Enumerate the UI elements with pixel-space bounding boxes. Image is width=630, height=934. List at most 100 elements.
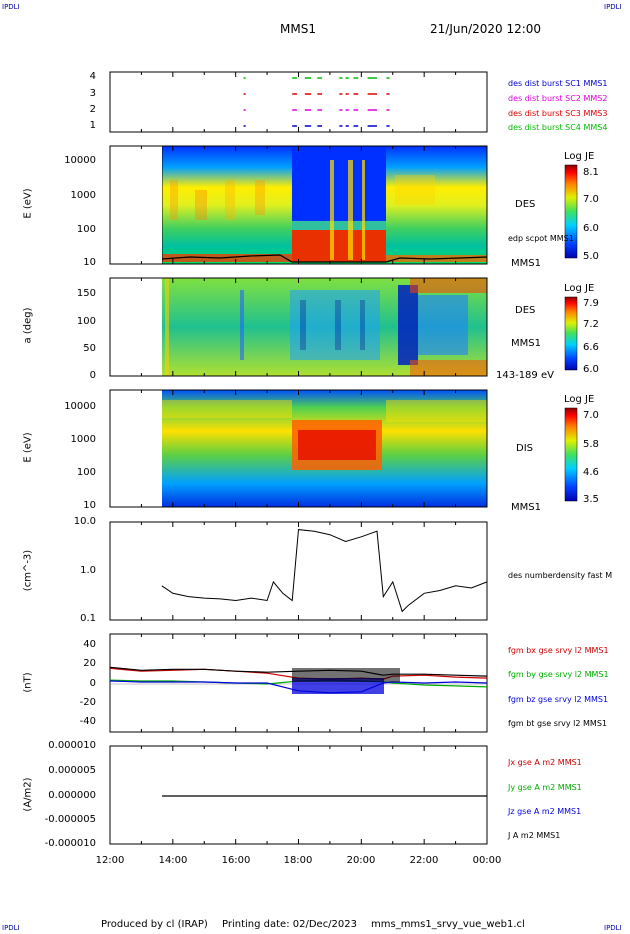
des-msh-upper	[292, 146, 386, 221]
j-ytick-1: 0.000005	[48, 765, 96, 776]
burst-label-mms3: des dist burst SC3 MMS3	[508, 109, 608, 118]
xtick-4: 20:00	[346, 855, 376, 866]
density-line	[161, 529, 488, 613]
dis-label: DIS	[516, 443, 533, 454]
pa-cb-tick-3: 6.0	[583, 364, 599, 375]
pa-ytick-0: 150	[76, 288, 96, 299]
des-msh-hot	[292, 230, 386, 262]
panel-dis-spectrogram	[109, 389, 488, 508]
panel-burst-frame	[109, 71, 488, 133]
dis-cb-tick-0: 7.0	[583, 410, 599, 421]
pa-energy-range: 143-189 eV	[496, 370, 554, 381]
density-label: des numberdensity fast M	[508, 571, 613, 580]
datetime-title: 21/Jun/2020 12:00	[430, 22, 542, 36]
density-ylabel: (cm^-3)	[22, 549, 34, 592]
des-cb-tick-1: 7.0	[583, 194, 599, 205]
b-label-by: fgm by gse srvy l2 MMS1	[508, 670, 609, 679]
b-label-bt: fgm bt gse srvy l2 MMS1	[508, 719, 607, 728]
j-ytick-3: -0.000005	[44, 814, 96, 825]
pa-mms1-label: MMS1	[511, 338, 541, 349]
corner-mark-top-left: IPDLI	[2, 3, 20, 11]
pa-ytick-3: 0	[89, 370, 96, 381]
j-ytick-2: 0.000000	[48, 790, 96, 801]
burst-ytick-4: 4	[89, 71, 96, 82]
x-ticks	[109, 72, 488, 844]
des-ytick-1: 1000	[70, 190, 96, 201]
pa-label: DES	[515, 305, 536, 316]
des-label: DES	[515, 199, 536, 210]
des-ylabel: E (eV)	[22, 188, 34, 219]
b-label-bz: fgm bz gse srvy l2 MMS1	[508, 695, 609, 704]
xtick-0: 12:00	[95, 855, 125, 866]
des-ytick-0: 10000	[64, 155, 96, 166]
dis-cb-tick-3: 3.5	[583, 494, 599, 505]
dis-ylabel: E (eV)	[22, 432, 34, 463]
panel-current	[109, 745, 488, 845]
des-texture	[170, 175, 435, 220]
pa-cb-tick-0: 7.9	[583, 298, 599, 309]
b-ytick-1: 20	[83, 658, 96, 669]
spacecraft-title: MMS1	[280, 22, 316, 36]
des-mms1-label: MMS1	[511, 258, 541, 269]
b-ylabel: (nT)	[22, 672, 34, 693]
b-ytick-0: 40	[83, 639, 96, 650]
footer-produced: Produced by cl (IRAP)	[101, 919, 208, 930]
panel-pitch-angle	[109, 277, 488, 377]
dis-ytick-2: 100	[76, 467, 96, 478]
pa-ytick-1: 100	[76, 316, 96, 327]
des-colorbar-title: Log JE	[564, 151, 595, 162]
j-ytick-4: -0.000010	[44, 838, 96, 849]
burst-label-mms1: des dist burst SC1 MMS1	[508, 79, 608, 88]
burst-ytick-1: 1	[89, 120, 96, 131]
j-ytick-0: 0.000010	[48, 740, 96, 751]
panel-density	[109, 521, 488, 621]
burst-ytick-3: 3	[89, 88, 96, 99]
pa-dropout	[398, 285, 418, 365]
pa-ytick-2: 50	[83, 343, 96, 354]
dis-colorbar-title: Log JE	[564, 394, 595, 405]
density-ytick-2: 0.1	[80, 613, 96, 624]
pa-colorbar-title: Log JE	[564, 283, 595, 294]
dis-ytick-0: 10000	[64, 401, 96, 412]
des-scpot-label: edp scpot MMS1	[508, 234, 574, 243]
burst-label-mms4: des dist burst SC4 MMS4	[508, 123, 608, 132]
colorbar-dis	[564, 407, 578, 502]
panel-bfield	[109, 633, 488, 733]
burst-ytick-2: 2	[89, 104, 96, 115]
density-ytick-0: 10.0	[73, 516, 96, 527]
pa-cb-tick-2: 6.6	[583, 342, 599, 353]
des-ytick-3: 10	[83, 257, 96, 268]
xtick-2: 16:00	[221, 855, 251, 866]
j-ylabel: (A/m2)	[22, 777, 34, 812]
footer-printing: Printing date: 02/Dec/2023	[222, 919, 358, 930]
xtick-6: 00:00	[472, 855, 502, 866]
dis-cb-tick-2: 4.6	[583, 467, 599, 478]
j-label-jy: Jy gse A m2 MMS1	[508, 783, 582, 792]
b-ytick-3: -20	[79, 697, 96, 708]
j-label-jx: Jx gse A m2 MMS1	[508, 758, 582, 767]
xtick-3: 18:00	[283, 855, 313, 866]
b-label-bx: fgm bx gse srvy l2 MMS1	[508, 646, 609, 655]
j-label-j: J A m2 MMS1	[508, 831, 561, 840]
xtick-1: 14:00	[158, 855, 188, 866]
density-ytick-1: 1.0	[80, 565, 96, 576]
des-cb-tick-0: 8.1	[583, 167, 599, 178]
b-ytick-4: -40	[79, 716, 96, 727]
burst-label-mms2: des dist burst SC2 MMS2	[508, 94, 608, 103]
b-ytick-2: 0	[89, 678, 96, 689]
bt-noise	[292, 668, 400, 682]
des-cb-tick-2: 6.0	[583, 223, 599, 234]
corner-mark-top-right: IPDLI	[604, 3, 622, 11]
dis-mms1-label: MMS1	[511, 502, 541, 513]
xtick-5: 22:00	[409, 855, 439, 866]
dis-cb-tick-1: 5.8	[583, 439, 599, 450]
j-label-jz: Jz gse A m2 MMS1	[508, 807, 582, 816]
footer-filename: mms_mms1_srvy_vue_web1.cl	[371, 919, 525, 930]
des-ytick-2: 100	[76, 224, 96, 235]
des-cb-tick-3: 5.0	[583, 251, 599, 262]
panel-j-frame	[109, 745, 488, 845]
colorbar-des	[564, 164, 578, 259]
colorbar-pa	[564, 296, 578, 371]
corner-mark-bottom-left: IPDLI	[2, 924, 20, 932]
